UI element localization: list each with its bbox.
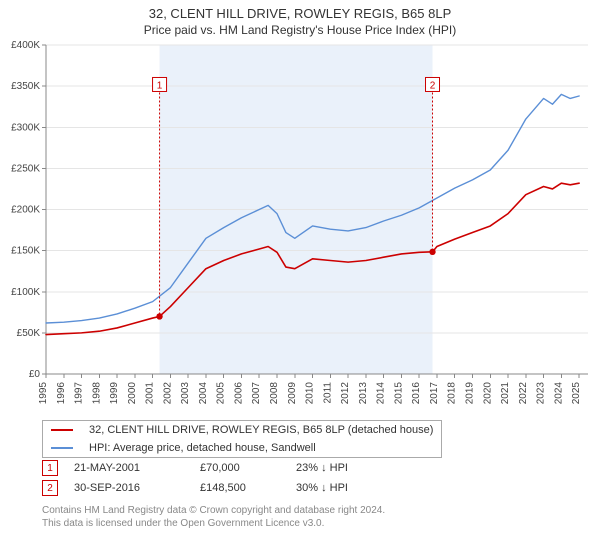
y-tick-label: £350K [11,81,40,92]
y-tick-label: £150K [11,246,40,257]
title-sub: Price paid vs. HM Land Registry's House … [10,23,590,37]
events-list: 1 21-MAY-2001 £70,000 23% ↓ HPI 2 30-SEP-2016… [0,458,600,498]
x-tick-label: 2024 [553,382,564,405]
chart-svg: £0 £50K £100K £150K £200K £250K £300K £350K £400… [0,39,600,414]
x-tick-label: 2023 [536,382,547,405]
legend-swatch [51,447,73,449]
event-delta: 23% ↓ HPI [296,462,376,474]
x-tick-label: 2019 [464,382,475,405]
legend-row: HPI: Average price, detached house, Sand… [43,439,442,458]
event-price: £148,500 [200,482,280,494]
x-tick-label: 2002 [162,382,173,405]
x-tick-label: 2013 [358,382,369,405]
x-tick-label: 2017 [429,382,440,405]
marker-point [156,313,162,319]
x-tick-label: 2004 [198,382,209,405]
chart-container: 32, CLENT HILL DRIVE, ROWLEY REGIS, B65 … [0,0,600,538]
x-tick-label: 1996 [56,382,67,405]
x-tick-label: 1995 [38,382,49,405]
legend-label: HPI: Average price, detached house, Sand… [81,439,442,458]
y-tick-label: £200K [11,205,40,216]
marker-badge-label: 1 [157,80,163,91]
x-tick-label: 2018 [447,382,458,405]
x-tick-label: 2007 [251,382,262,405]
footer-line1: Contains HM Land Registry data © Crown c… [42,504,590,517]
event-date: 30-SEP-2016 [74,482,184,494]
x-tick-label: 2003 [180,382,191,405]
event-badge: 2 [42,480,58,496]
legend-swatch-cell [43,439,82,458]
footer-line2: This data is licensed under the Open Gov… [42,517,590,530]
event-badge: 1 [42,460,58,476]
legend-row: 32, CLENT HILL DRIVE, ROWLEY REGIS, B65 … [43,421,442,440]
event-price: £70,000 [200,462,280,474]
title-main: 32, CLENT HILL DRIVE, ROWLEY REGIS, B65 … [10,6,590,21]
x-tick-label: 2006 [233,382,244,405]
event-date: 21-MAY-2001 [74,462,184,474]
y-axis: £0 £50K £100K £150K £200K £250K £300K £350K £400… [11,40,46,380]
event-row: 2 30-SEP-2016 £148,500 30% ↓ HPI [0,478,600,498]
title-block: 32, CLENT HILL DRIVE, ROWLEY REGIS, B65 … [0,0,600,39]
x-tick-label: 2012 [340,382,351,405]
footer: Contains HM Land Registry data © Crown c… [0,498,600,538]
y-tick-label: £50K [17,328,41,339]
x-tick-label: 2008 [269,382,280,405]
legend-label: 32, CLENT HILL DRIVE, ROWLEY REGIS, B65 … [81,421,442,440]
chart: £0 £50K £100K £150K £200K £250K £300K £350K £400… [0,39,600,414]
x-tick-label: 2011 [322,382,333,404]
y-tick-label: £0 [29,369,41,380]
x-tick-label: 1999 [109,382,120,405]
x-tick-label: 2005 [216,382,227,405]
x-tick-label: 2016 [411,382,422,405]
x-tick-label: 2010 [305,382,316,405]
legend: 32, CLENT HILL DRIVE, ROWLEY REGIS, B65 … [42,420,442,458]
x-tick-label: 2000 [127,382,138,405]
x-tick-label: 2009 [287,382,298,405]
x-tick-label: 2001 [145,382,156,405]
legend-swatch-cell [43,421,82,440]
x-tick-label: 1997 [74,382,85,405]
x-tick-label: 1998 [91,382,102,405]
legend-swatch [51,429,73,431]
marker-point [429,249,435,255]
event-row: 1 21-MAY-2001 £70,000 23% ↓ HPI [0,458,600,478]
x-tick-label: 2020 [482,382,493,405]
x-tick-label: 2015 [393,382,404,405]
y-tick-label: £100K [11,287,40,298]
y-tick-label: £400K [11,40,40,51]
x-tick-label: 2021 [500,382,511,405]
x-tick-label: 2025 [571,382,582,405]
marker-badge-label: 2 [430,80,436,91]
y-tick-label: £300K [11,122,40,133]
x-tick-label: 2014 [376,382,387,405]
x-tick-label: 2022 [518,382,529,405]
y-tick-label: £250K [11,163,40,174]
event-delta: 30% ↓ HPI [296,482,376,494]
